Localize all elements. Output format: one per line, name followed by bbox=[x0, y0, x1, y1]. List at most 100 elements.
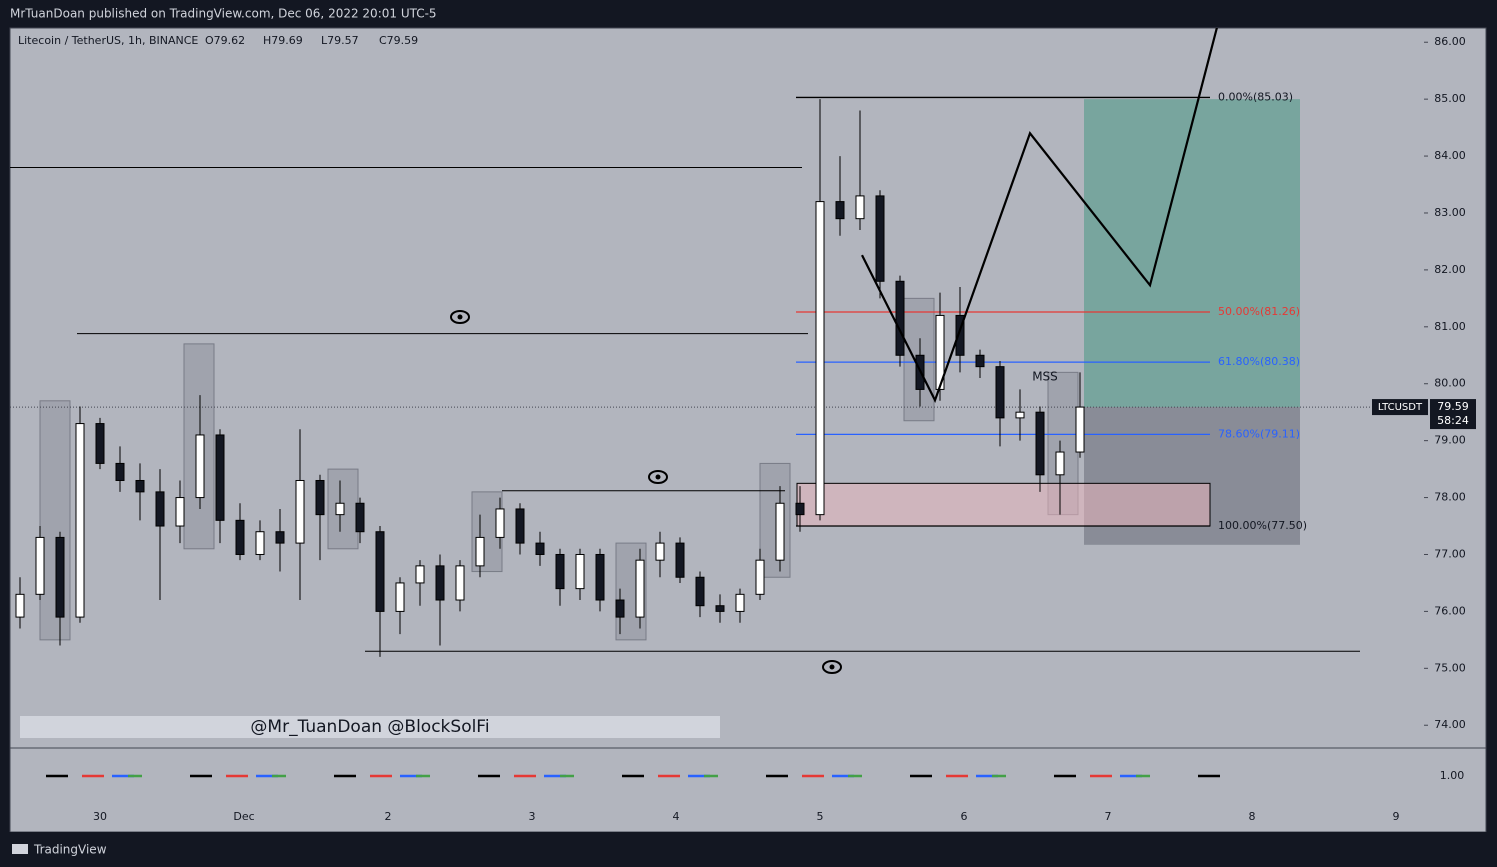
fib-label: 0.00%(85.03) bbox=[1218, 90, 1293, 103]
watermark: @Mr_TuanDoan @BlockSolFi bbox=[250, 717, 489, 737]
candle-body bbox=[375, 531, 385, 612]
x-tick-label: 4 bbox=[673, 810, 680, 823]
candle-body bbox=[235, 519, 245, 555]
candle-body bbox=[1055, 451, 1065, 476]
candle-body bbox=[295, 479, 305, 544]
candle-body bbox=[55, 536, 65, 618]
candle-body bbox=[335, 502, 345, 516]
candle-body bbox=[535, 542, 545, 555]
watermark-box bbox=[20, 716, 720, 738]
y-tick-label: 79.00 bbox=[1434, 434, 1466, 447]
candle-body bbox=[395, 582, 405, 612]
x-tick-label: 8 bbox=[1249, 810, 1256, 823]
symbol-badge bbox=[1372, 399, 1428, 416]
legend: Litecoin / TetherUS, 1h, BINANCE bbox=[18, 34, 198, 47]
y-tick-label: 74.00 bbox=[1434, 718, 1466, 731]
candle-body bbox=[875, 195, 885, 282]
candle-body bbox=[15, 593, 25, 618]
x-tick-label: 30 bbox=[93, 810, 107, 823]
plot bbox=[10, 28, 1424, 657]
y-tick-label: 82.00 bbox=[1434, 263, 1466, 276]
top-bar bbox=[0, 0, 1497, 28]
y-tick-label: 80.00 bbox=[1434, 377, 1466, 390]
candle-body bbox=[275, 531, 285, 544]
zone bbox=[183, 343, 215, 550]
x-tick-label: 5 bbox=[817, 810, 824, 823]
candle-body bbox=[975, 354, 985, 368]
candle-body bbox=[1035, 411, 1045, 476]
y-tick-label: 84.00 bbox=[1434, 149, 1466, 162]
zone bbox=[759, 462, 791, 578]
fib-label: 100.00%(77.50) bbox=[1218, 519, 1307, 532]
candle-body bbox=[415, 565, 425, 584]
target-zone bbox=[1084, 99, 1300, 408]
x-tick-label: 9 bbox=[1393, 810, 1400, 823]
candle-body bbox=[515, 508, 525, 544]
candle-body bbox=[215, 434, 225, 521]
candle-body bbox=[1015, 411, 1025, 419]
y-tick-label: 78.00 bbox=[1434, 491, 1466, 504]
candle-body bbox=[655, 542, 665, 561]
candle-body bbox=[815, 201, 825, 516]
fib-label: 61.80%(80.38) bbox=[1218, 355, 1300, 368]
candle-body bbox=[695, 576, 705, 607]
x-tick-label: 3 bbox=[529, 810, 536, 823]
candle-body bbox=[835, 201, 845, 220]
ohlc: H79.69 bbox=[263, 34, 303, 47]
x-tick-label: 7 bbox=[1105, 810, 1112, 823]
candle-body bbox=[475, 536, 485, 567]
candle-body bbox=[615, 599, 625, 618]
ohlc: C79.59 bbox=[379, 34, 418, 47]
candle-body bbox=[775, 502, 785, 561]
y-tick-label: 81.00 bbox=[1434, 320, 1466, 333]
candle-body bbox=[895, 280, 905, 356]
x-tick-label: 6 bbox=[961, 810, 968, 823]
candle-body bbox=[1075, 406, 1085, 453]
indicator-label: 1.00 bbox=[1440, 769, 1465, 782]
projection bbox=[861, 28, 1218, 404]
candle-body bbox=[855, 195, 865, 220]
candle-body bbox=[755, 559, 765, 595]
candle-body bbox=[635, 559, 645, 618]
x-tick-label: Dec bbox=[233, 810, 254, 823]
candle-body bbox=[955, 314, 965, 356]
fib-label: 50.00%(81.26) bbox=[1218, 305, 1300, 318]
symbol: LTCUSDT bbox=[1378, 402, 1423, 413]
annotation: MSS bbox=[1032, 370, 1058, 384]
brand: TradingView bbox=[33, 843, 107, 857]
brand-logo bbox=[12, 844, 28, 854]
candle-body bbox=[255, 531, 265, 555]
candle-body bbox=[155, 491, 165, 527]
x-tick-label: 2 bbox=[385, 810, 392, 823]
candle-body bbox=[135, 479, 145, 493]
y-tick-label: 76.00 bbox=[1434, 604, 1466, 617]
candle-body bbox=[455, 565, 465, 601]
candle-body bbox=[715, 605, 725, 612]
candle-body bbox=[115, 462, 125, 481]
y-tick-label: 77.00 bbox=[1434, 547, 1466, 560]
candle-body bbox=[495, 508, 505, 538]
candle-body bbox=[175, 497, 185, 527]
candle-body bbox=[95, 423, 105, 464]
bottom-bar bbox=[0, 832, 1497, 867]
candle-body bbox=[555, 553, 565, 590]
candle-body bbox=[795, 502, 805, 516]
last-price: 79.59 bbox=[1437, 400, 1469, 413]
candle-body bbox=[355, 502, 365, 533]
publish-info: MrTuanDoan published on TradingView.com,… bbox=[10, 7, 437, 21]
zone bbox=[39, 400, 71, 641]
candle-body bbox=[35, 536, 45, 595]
candle-body bbox=[995, 366, 1005, 419]
ohlc: L79.57 bbox=[321, 34, 359, 47]
demand-zone bbox=[796, 482, 1211, 527]
eye-icons bbox=[450, 310, 842, 674]
y-tick-label: 85.00 bbox=[1434, 92, 1466, 105]
y-tick-label: 83.00 bbox=[1434, 206, 1466, 219]
candle-body bbox=[315, 479, 325, 516]
candle-body bbox=[75, 423, 85, 618]
candle-body bbox=[595, 553, 605, 601]
candle-body bbox=[735, 593, 745, 612]
candle-body bbox=[575, 553, 585, 590]
